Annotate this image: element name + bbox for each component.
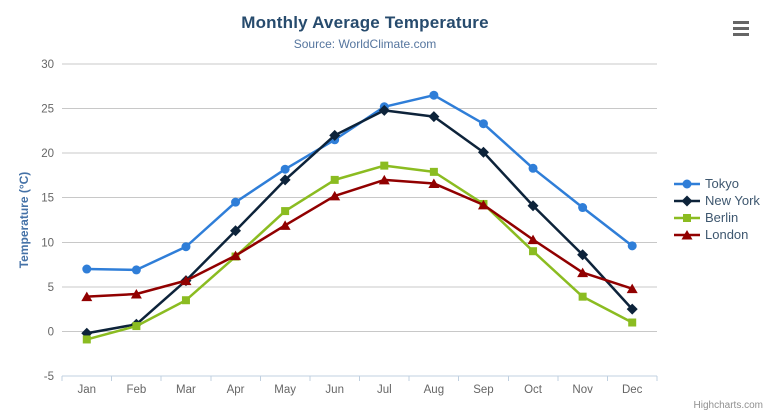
series-new-york-marker[interactable]: [378, 104, 390, 116]
y-tick-label: 30: [41, 59, 54, 71]
series-berlin-marker[interactable]: [281, 207, 290, 216]
series-london-marker[interactable]: [378, 174, 390, 185]
y-tick-label: 25: [41, 104, 54, 116]
series-berlin-marker[interactable]: [380, 161, 389, 170]
series-new-york-marker[interactable]: [230, 225, 242, 237]
x-tick-label: Mar: [176, 384, 196, 396]
x-tick-label: Apr: [227, 384, 245, 396]
series-new-york-marker[interactable]: [329, 129, 341, 141]
legend-item-new-york[interactable]: New York: [674, 192, 760, 209]
series-london-marker[interactable]: [428, 178, 440, 188]
series-tokyo-marker[interactable]: [280, 164, 290, 174]
hamburger-icon: [733, 21, 749, 24]
legend-label-berlin: Berlin: [705, 210, 739, 225]
series-tokyo-marker[interactable]: [429, 90, 439, 100]
x-tick-label: May: [274, 384, 296, 396]
x-tick-label: Oct: [524, 384, 543, 396]
series-berlin-line: [85, 164, 634, 341]
series-tokyo-marker[interactable]: [578, 203, 588, 213]
legend-marker-berlin-icon[interactable]: [683, 213, 691, 222]
series-berlin-marker[interactable]: [429, 167, 438, 176]
x-tick-label: Dec: [622, 384, 643, 396]
y-tick-label: 10: [41, 237, 54, 249]
series-new-york-line: [85, 109, 634, 335]
series-berlin-marker[interactable]: [628, 318, 637, 327]
series-berlin-marker[interactable]: [578, 292, 587, 301]
series-new-york-marker[interactable]: [577, 249, 589, 261]
series-london-marker[interactable]: [527, 234, 539, 245]
series-new-york-marker[interactable]: [279, 174, 291, 186]
series-london-marker[interactable]: [81, 291, 93, 302]
y-tick-label: 15: [41, 193, 54, 205]
series-tokyo-marker[interactable]: [131, 265, 141, 275]
series-new-york-marker[interactable]: [477, 146, 489, 158]
x-tick-label: Jun: [325, 384, 344, 396]
series-tokyo-marker[interactable]: [627, 241, 637, 251]
series-london-marker[interactable]: [230, 250, 242, 261]
x-tick-label: Jul: [377, 384, 392, 396]
series-berlin-marker[interactable]: [330, 175, 339, 184]
legend-marker-london-icon: [674, 229, 700, 240]
x-tick-label: Feb: [126, 384, 146, 396]
series-new-york-marker[interactable]: [428, 111, 440, 123]
x-tick-label: Aug: [424, 384, 444, 396]
y-tick-label: 0: [48, 326, 54, 338]
legend-marker-tokyo-icon: [674, 179, 700, 188]
series-tokyo-marker[interactable]: [478, 119, 488, 129]
credits-link[interactable]: Highcharts.com: [693, 400, 763, 411]
series-tokyo-marker[interactable]: [82, 264, 92, 274]
series-berlin-marker[interactable]: [181, 296, 190, 305]
y-tick-label: 5: [48, 282, 54, 294]
chart-subtitle: Source: WorldClimate.com: [293, 37, 437, 51]
legend-marker-new-york-icon: [674, 195, 700, 206]
series-tokyo-marker[interactable]: [528, 163, 538, 173]
x-tick-label: Nov: [572, 384, 593, 396]
legend: Tokyo New York Berlin London: [674, 175, 760, 243]
series-berlin-marker[interactable]: [82, 335, 91, 344]
series-london-marker[interactable]: [279, 220, 291, 230]
series-london-marker[interactable]: [626, 283, 638, 294]
x-tick-label: Sep: [473, 384, 493, 396]
y-tick-label: 20: [41, 148, 54, 160]
context-menu-button[interactable]: [733, 21, 749, 36]
legend-label-new-york: New York: [705, 193, 760, 208]
legend-marker-london-icon[interactable]: [681, 229, 693, 240]
legend-item-tokyo[interactable]: Tokyo: [674, 175, 760, 192]
series-london-line: [85, 178, 634, 298]
series-new-york-marker[interactable]: [626, 303, 638, 315]
legend-item-berlin[interactable]: Berlin: [674, 209, 760, 226]
series-tokyo-marker[interactable]: [231, 197, 241, 207]
legend-item-london[interactable]: London: [674, 226, 760, 243]
y-axis-title: Temperature (°C): [17, 171, 31, 269]
legend-marker-tokyo-icon[interactable]: [682, 179, 692, 188]
series-berlin-marker[interactable]: [529, 247, 538, 256]
chart-title: Monthly Average Temperature: [241, 13, 489, 32]
series-tokyo-marker[interactable]: [181, 242, 191, 252]
legend-marker-berlin-icon: [674, 213, 700, 222]
x-tick-label: Jan: [78, 384, 97, 396]
legend-label-london: London: [705, 227, 749, 242]
series-london-marker[interactable]: [577, 267, 589, 278]
series-london-marker[interactable]: [180, 275, 192, 286]
y-tick-label: -5: [44, 371, 54, 383]
hamburger-icon: [733, 33, 749, 36]
series-new-york-marker[interactable]: [527, 200, 539, 212]
hamburger-icon: [733, 27, 749, 30]
series-london-marker[interactable]: [130, 288, 142, 299]
legend-marker-new-york-icon[interactable]: [681, 195, 693, 206]
legend-label-tokyo: Tokyo: [705, 176, 739, 191]
series-tokyo-line: [85, 93, 634, 272]
series-london-marker[interactable]: [477, 199, 489, 210]
series-london-marker[interactable]: [329, 190, 341, 201]
series-berlin-marker[interactable]: [132, 322, 141, 331]
